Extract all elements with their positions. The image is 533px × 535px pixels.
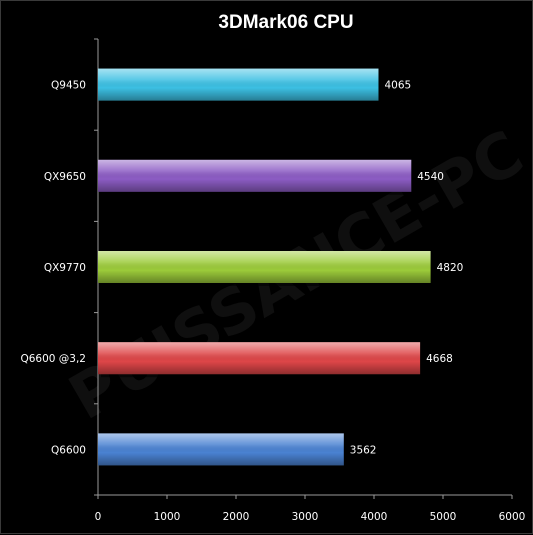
bar-highlight: [98, 433, 344, 466]
value-label: 4820: [437, 262, 464, 274]
x-tick-label: 6000: [499, 511, 526, 523]
bar-group: [98, 433, 347, 469]
category-label: Q9450: [51, 80, 86, 92]
bar-highlight: [98, 342, 421, 375]
x-tick-label: 5000: [430, 511, 457, 523]
bar-highlight: [98, 251, 431, 283]
x-tick-label: 4000: [361, 511, 388, 523]
value-label: 3562: [350, 444, 377, 456]
category-label: Q6600: [51, 444, 86, 456]
labels: 0 1000 2000 3000 4000 5000 6000 Q9450 4065 QX9650…: [20, 80, 525, 523]
value-label: 4668: [426, 353, 453, 365]
value-label: 4540: [417, 171, 444, 183]
bar-group: [98, 342, 424, 378]
bar-highlight: [98, 68, 379, 101]
bar-group: [98, 68, 382, 104]
bar-highlight: [98, 159, 412, 192]
chart-title: 3DMark06 CPU: [218, 12, 353, 33]
bar-group: [98, 159, 415, 195]
value-label: 4065: [384, 80, 411, 92]
x-tick-label: 2000: [223, 511, 250, 523]
bar-group: [98, 251, 434, 286]
x-tick-label: 0: [95, 511, 102, 523]
category-label: QX9650: [44, 171, 86, 183]
x-tick-label: 3000: [292, 511, 319, 523]
bars: [98, 68, 434, 469]
x-tick-label: 1000: [154, 511, 181, 523]
category-label: QX9770: [44, 262, 86, 274]
category-label: Q6600 @3,2: [20, 353, 86, 365]
